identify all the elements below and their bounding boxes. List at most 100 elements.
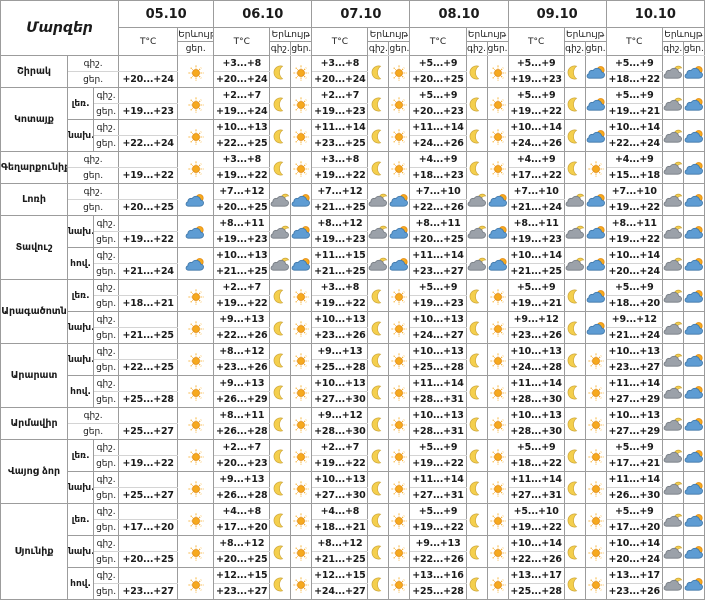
- night-phenomenon-cell: [367, 343, 390, 376]
- night-temp-cell: [118, 407, 179, 424]
- night-phenomenon-cell: [367, 503, 390, 536]
- moon-icon: [273, 417, 288, 432]
- sun-icon: [188, 64, 204, 81]
- night-temp-cell: [118, 247, 179, 264]
- day-phenomenon-cell: [177, 247, 215, 280]
- night-phenomenon-cell: [661, 87, 684, 120]
- day-temp-cell: +23...+26: [507, 327, 565, 344]
- sun-icon: [293, 512, 309, 529]
- day-phenomenon-cell: [682, 535, 705, 568]
- zone-label-cell: լեռ.: [67, 503, 95, 536]
- night-phenomenon-cell: [269, 215, 292, 248]
- day-phenomenon-cell: [388, 471, 411, 504]
- night-temp-cell: +5...+9: [507, 87, 565, 104]
- temp-header: T°C: [605, 27, 663, 56]
- night-temp-cell: +13...+16: [409, 567, 467, 584]
- night-temp-cell: +5...+9: [605, 55, 663, 72]
- moon-icon: [567, 353, 582, 368]
- day-temp-cell: +17...+22: [507, 167, 565, 184]
- moon-icon: [371, 513, 386, 528]
- night-temp-cell: +11...+14: [409, 375, 467, 392]
- day-temp-cell: +19...+21: [507, 295, 565, 312]
- moon-icon: [371, 65, 386, 80]
- cloud-moon-icon: [565, 257, 584, 272]
- day-phenomenon-cell: [290, 55, 313, 88]
- night-temp-cell: +2...+7: [311, 87, 369, 104]
- night-temp-cell: +10...+14: [605, 247, 663, 264]
- region-name-cell: Արարատ: [0, 343, 69, 408]
- time-label-cell: գիշ.: [93, 439, 120, 456]
- day-phenomenon-cell: [290, 247, 313, 280]
- day-phenomenon-cell: [584, 503, 607, 536]
- cloud-sun-icon: [684, 481, 703, 496]
- day-temp-cell: +19...+22: [311, 455, 369, 472]
- night-temp-cell: +8...+11: [409, 215, 467, 232]
- day-phenomenon-cell: [486, 311, 509, 344]
- sun-icon: [188, 512, 204, 529]
- moon-icon: [371, 577, 386, 592]
- day-temp-cell: +19...+22: [213, 295, 271, 312]
- moon-icon: [469, 545, 484, 560]
- moon-icon: [371, 417, 386, 432]
- day-phenomenon-cell: [584, 311, 607, 344]
- day-temp-cell: +23...+26: [311, 327, 369, 344]
- night-temp-cell: +7...+10: [409, 183, 467, 200]
- night-phenomenon-cell: [661, 471, 684, 504]
- night-temp-cell: +9...+12: [311, 407, 369, 424]
- night-phenomenon-cell: [269, 471, 292, 504]
- night-temp-cell: +10...+13: [605, 407, 663, 424]
- night-temp-cell: +2...+7: [213, 87, 271, 104]
- night-temp-cell: +11...+14: [507, 375, 565, 392]
- day-phenomenon-cell: [486, 151, 509, 184]
- night-phenomenon-cell: [465, 279, 488, 312]
- cloud-moon-icon: [663, 97, 683, 112]
- day-phenomenon-cell: [682, 55, 705, 88]
- night-temp-cell: +12...+15: [213, 567, 271, 584]
- time-label-cell: ցեր.: [67, 423, 120, 440]
- night-temp-cell: +4...+9: [409, 151, 467, 168]
- moon-icon: [567, 449, 582, 464]
- zone-label-cell: լեռ.: [67, 439, 95, 472]
- sun-icon: [188, 352, 204, 369]
- day-temp-cell: +21...+25: [118, 327, 179, 344]
- time-label-cell: ցեր.: [93, 551, 120, 568]
- moon-icon: [567, 97, 582, 112]
- cloud-sun-icon: [684, 225, 703, 240]
- night-phenomenon-cell: [563, 439, 586, 472]
- region-name-cell: Արմավիր: [0, 407, 69, 440]
- time-label-cell: ցեր.: [93, 135, 120, 152]
- night-phenomenon-cell: [269, 375, 292, 408]
- moon-icon: [469, 161, 484, 176]
- day-temp-cell: +19...+24: [213, 103, 271, 120]
- sun-icon: [188, 576, 204, 593]
- day-temp-cell: +17...+20: [213, 519, 271, 536]
- night-temp-cell: [118, 535, 179, 552]
- time-label-cell: գիշ.: [93, 311, 120, 328]
- zone-label-cell: հով.: [67, 247, 95, 280]
- day-phenomenon-cell: [486, 119, 509, 152]
- day-phenomenon-cell: [290, 567, 313, 600]
- day-temp-cell: +20...+25: [409, 231, 467, 248]
- night-temp-cell: +9...+13: [311, 343, 369, 360]
- night-temp-cell: +3...+8: [311, 151, 369, 168]
- moon-icon: [567, 513, 582, 528]
- date-header-06.10: 06.10: [213, 0, 313, 28]
- sun-icon: [588, 352, 604, 369]
- day-phenomenon-cell: [584, 151, 607, 184]
- day-subheader: ցեր.: [486, 41, 509, 56]
- sun-icon: [490, 128, 506, 145]
- day-phenomenon-cell: [486, 375, 509, 408]
- time-label-cell: ցեր.: [93, 359, 120, 376]
- night-temp-cell: [118, 311, 179, 328]
- night-temp-cell: [118, 183, 179, 200]
- moon-icon: [469, 449, 484, 464]
- cloud-sun-icon: [586, 289, 605, 304]
- night-temp-cell: +11...+14: [311, 119, 369, 136]
- night-temp-cell: +5...+9: [605, 279, 663, 296]
- temp-header: T°C: [311, 27, 369, 56]
- day-temp-cell: +25...+28: [409, 583, 467, 600]
- date-header-05.10: 05.10: [118, 0, 215, 28]
- region-name-cell: Կոտայք: [0, 87, 69, 152]
- night-temp-cell: +9...+12: [605, 311, 663, 328]
- sun-icon: [188, 160, 204, 177]
